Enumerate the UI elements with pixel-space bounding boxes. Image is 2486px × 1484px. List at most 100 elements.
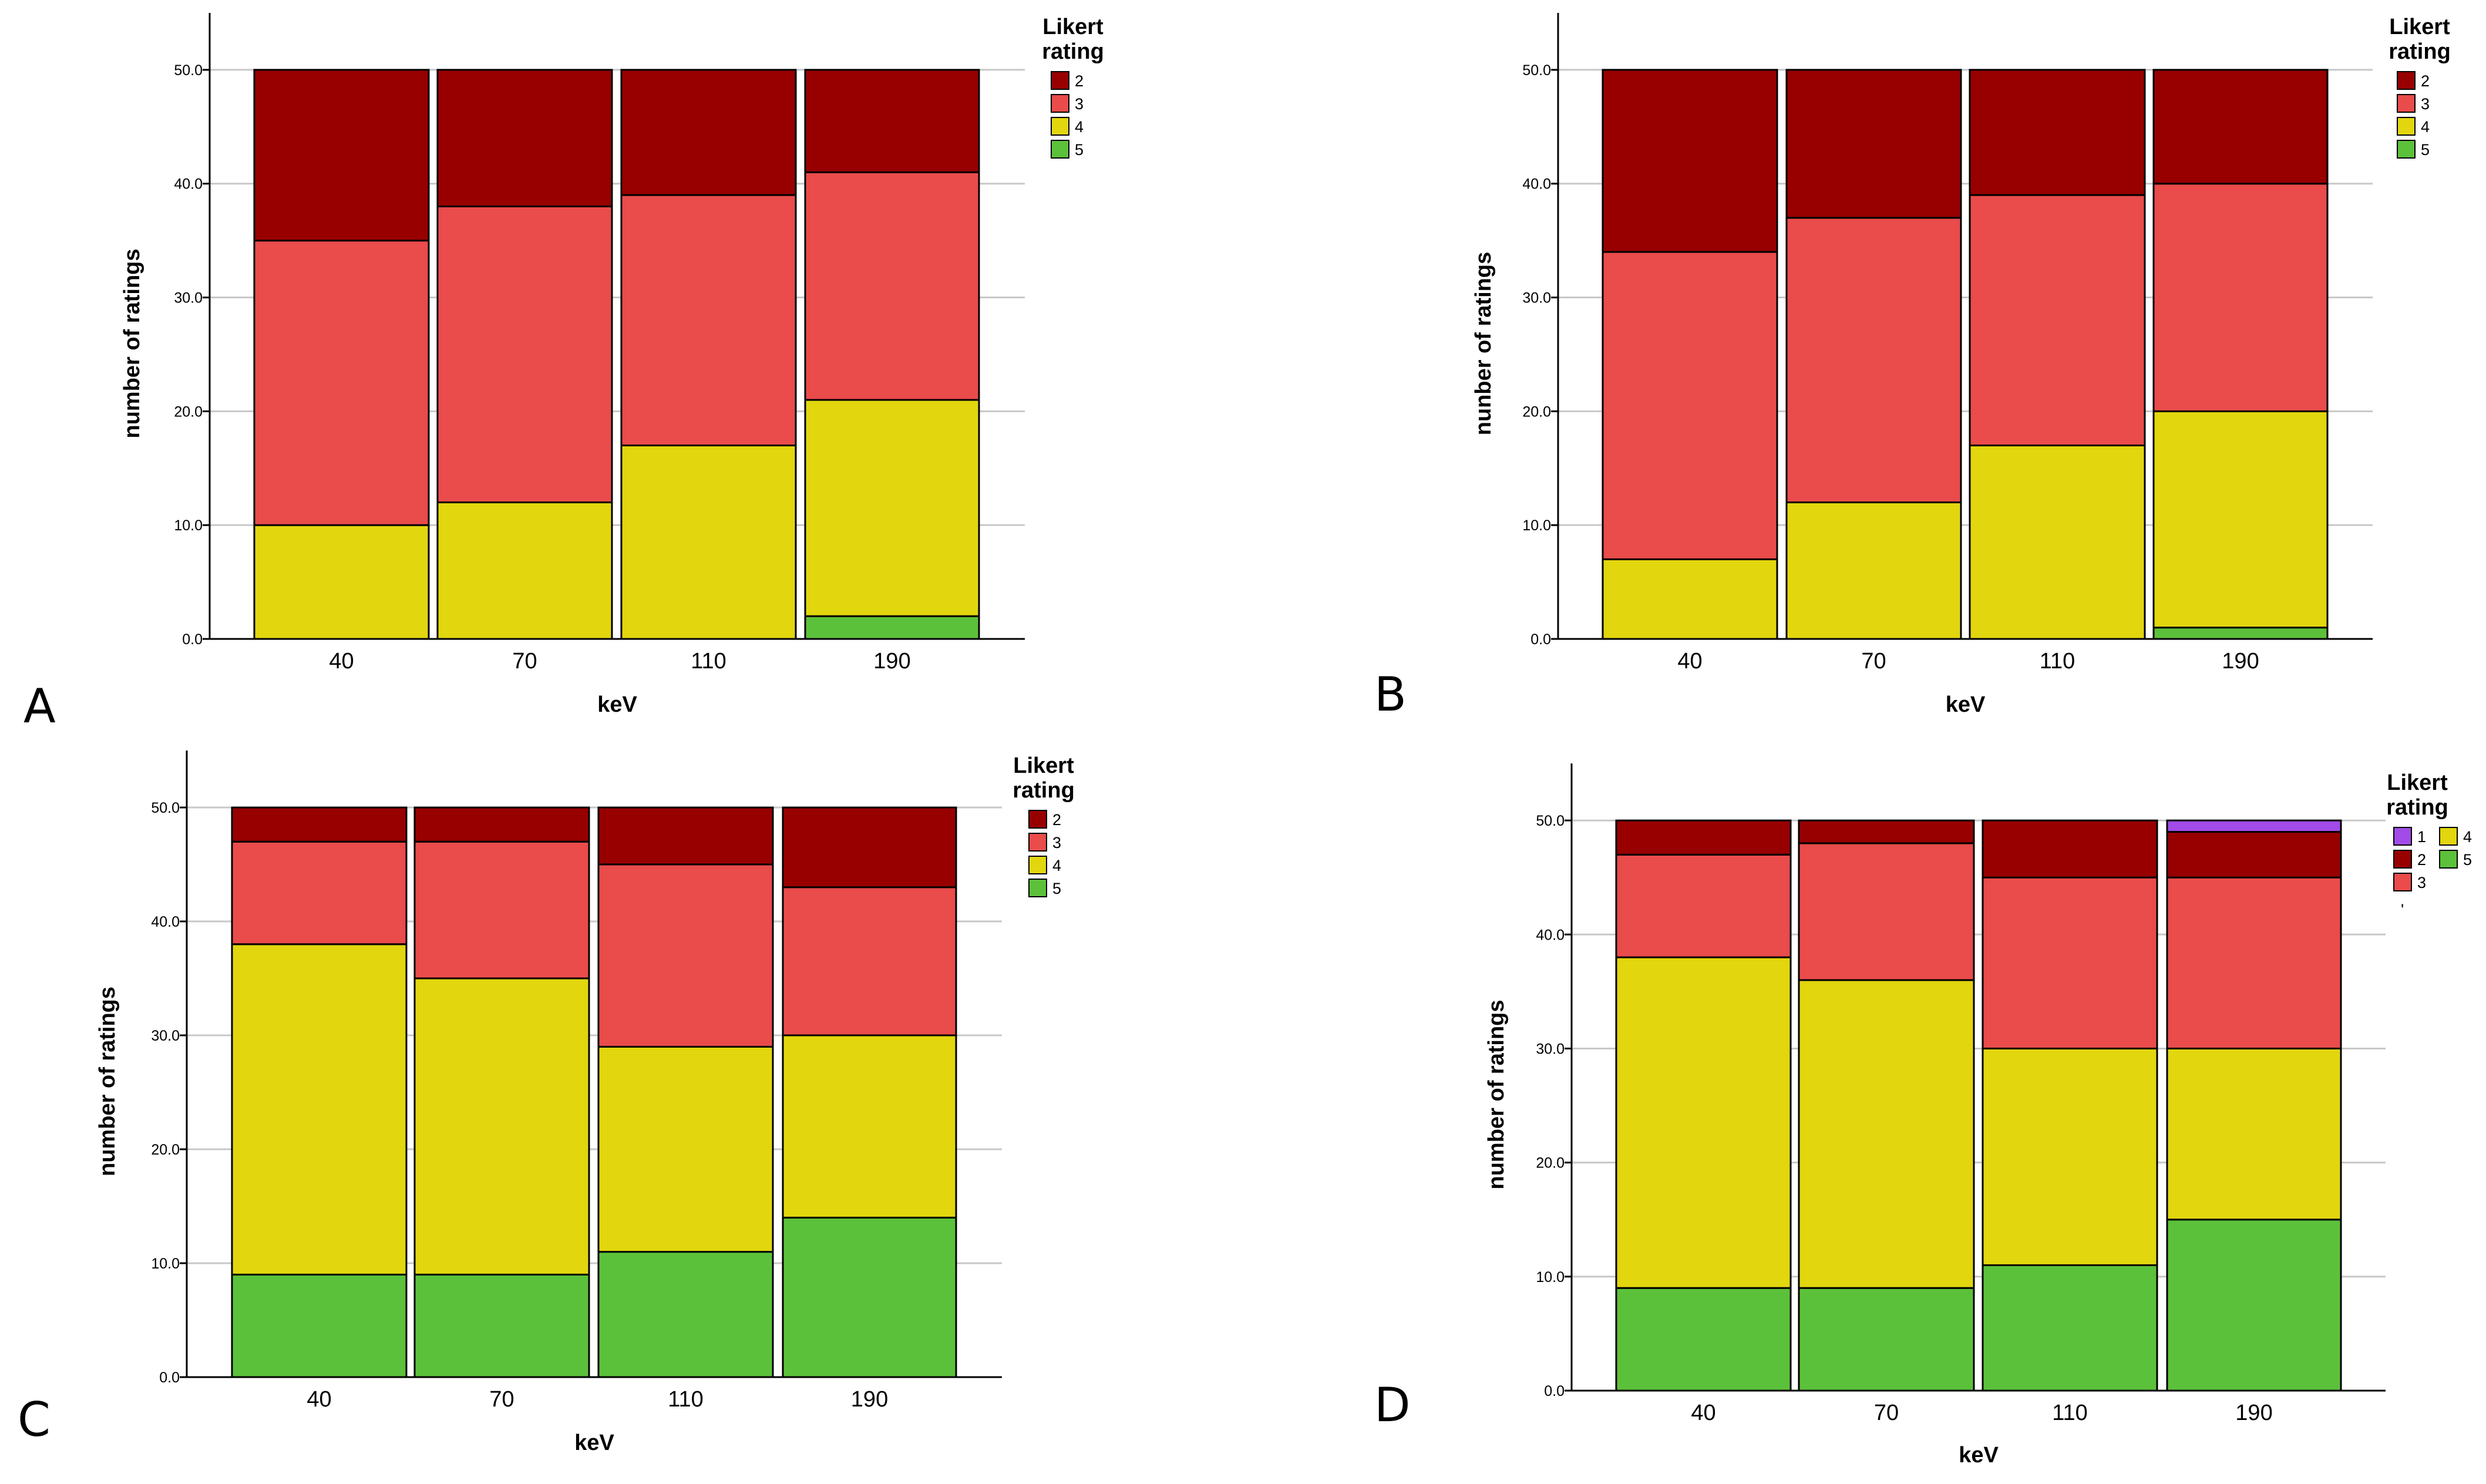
legend-swatch-5 xyxy=(2397,140,2416,159)
bar-segment-190-rating-2 xyxy=(804,69,980,173)
legend-title: Likert xyxy=(1013,753,1074,778)
legend-title: rating xyxy=(1012,778,1075,803)
legend-title: rating xyxy=(2389,39,2451,64)
bar-segment-70-rating-4 xyxy=(413,977,590,1276)
x-tick-label: 190 xyxy=(873,649,910,674)
bar-segment-70-rating-3 xyxy=(413,840,590,980)
y-tick-label: 10.0 xyxy=(174,517,203,534)
y-axis-title: nunber of ratings xyxy=(1471,252,1496,435)
legend-title: Likert xyxy=(2387,770,2448,795)
legend-swatch-5 xyxy=(1028,879,1047,897)
bar-segment-70-rating-3 xyxy=(436,205,613,503)
x-tick-label: 70 xyxy=(1861,649,1886,674)
bar-segment-190-rating-4 xyxy=(2166,1047,2342,1221)
x-tick-label: 110 xyxy=(668,1387,704,1412)
bar-segment-40-rating-2 xyxy=(1615,819,1792,856)
bar-segment-40-rating-3 xyxy=(1615,853,1792,958)
bar-segment-190-rating-5 xyxy=(804,615,980,640)
bar-segment-190-rating-2 xyxy=(2166,831,2342,879)
legend-label: 3 xyxy=(2421,95,2430,113)
legend-swatch-3 xyxy=(1028,833,1047,852)
bar-segment-110-rating-3 xyxy=(620,194,797,447)
y-tick-label: 30.0 xyxy=(1522,290,1551,307)
bar-segment-40-rating-3 xyxy=(1602,251,1778,560)
y-tick-label: 20.0 xyxy=(1536,1155,1565,1172)
legend-swatch-4 xyxy=(2439,827,2458,846)
bar-segment-40-rating-3 xyxy=(231,840,408,945)
x-tick-label: 70 xyxy=(1874,1401,1899,1425)
y-tick-label: 50.0 xyxy=(1522,62,1551,79)
legend-swatch-4 xyxy=(1051,117,1069,136)
legend-swatch-5 xyxy=(2439,850,2458,869)
bar-segment-40-rating-3 xyxy=(253,240,430,526)
legend-label: 4 xyxy=(2463,828,2472,846)
x-tick-label: 190 xyxy=(2235,1401,2272,1425)
bar-segment-190-rating-2 xyxy=(782,806,957,889)
legend-title: Likert xyxy=(1042,15,1104,39)
legend-title: rating xyxy=(2386,795,2448,820)
bar-segment-40-rating-4 xyxy=(231,943,408,1276)
x-tick-label: 70 xyxy=(489,1387,514,1412)
legend-label: 3 xyxy=(2417,874,2426,891)
y-tick-label: 10.0 xyxy=(1536,1269,1565,1286)
y-tick-label: 20.0 xyxy=(1522,403,1551,420)
bar-segment-110-rating-2 xyxy=(597,806,774,866)
x-axis-title: keV xyxy=(1946,692,1986,717)
y-axis-title: number of ratings xyxy=(1484,1000,1509,1189)
bar-segment-190-rating-3 xyxy=(804,171,980,401)
y-tick-label: 30.0 xyxy=(1536,1041,1565,1057)
x-tick-label: 110 xyxy=(2040,649,2075,674)
bar-segment-190-rating-1 xyxy=(2166,819,2342,833)
panel-label: C xyxy=(18,1392,51,1447)
chart-panel-b: 0.0 10.0 20.0 30.0 40.0 50.0 40 70 110 190 keV nunb… xyxy=(1374,13,2451,722)
bar-segment-110-rating-5 xyxy=(597,1251,774,1378)
bar-segment-70-rating-2 xyxy=(1785,69,1962,219)
bar-segment-70-rating-3 xyxy=(1798,842,1975,981)
x-axis-title: keV xyxy=(1959,1443,1999,1468)
bar-segment-40-rating-4 xyxy=(1602,558,1778,640)
legend-swatch-1 xyxy=(2393,827,2412,846)
y-axis-title: number of ratings xyxy=(120,248,144,438)
chart-panel-a: 0.0 10.0 20.0 30.0 40.0 50.0 40 70 110 190 keV numb… xyxy=(23,13,1104,733)
bar-segment-110-rating-2 xyxy=(620,69,797,196)
legend-label: 2 xyxy=(2421,72,2430,90)
y-tick-label: 30.0 xyxy=(151,1028,180,1044)
y-tick-label: 50.0 xyxy=(174,62,203,79)
bar-segment-70-rating-4 xyxy=(1798,979,1975,1289)
bar-segment-40-rating-4 xyxy=(253,524,430,640)
legend-stray-mark: ' xyxy=(2401,901,2404,918)
y-tick-label: 30.0 xyxy=(174,290,203,307)
y-tick-label: 40.0 xyxy=(1522,176,1551,193)
legend-label: 5 xyxy=(2463,851,2472,869)
y-tick-label: 0.0 xyxy=(182,631,203,648)
legend-swatch-2 xyxy=(2393,850,2412,869)
bar-segment-70-rating-4 xyxy=(1785,501,1962,640)
y-tick-label: 0.0 xyxy=(1544,1383,1565,1399)
bar-segment-190-rating-5 xyxy=(782,1216,957,1378)
legend-swatch-3 xyxy=(2397,94,2416,113)
bar-segment-190-rating-4 xyxy=(782,1034,957,1219)
bar-segment-110-rating-3 xyxy=(1982,876,2158,1049)
legend-label: 2 xyxy=(2417,851,2426,869)
bar-segment-40-rating-4 xyxy=(1615,956,1792,1289)
legend-label: 3 xyxy=(1075,95,1084,113)
legend-label: 5 xyxy=(1052,880,1061,897)
legend-swatch-4 xyxy=(2397,117,2416,136)
x-axis-title: keV xyxy=(597,692,637,717)
bar-segment-110-rating-4 xyxy=(1982,1047,2158,1266)
legend-swatch-3 xyxy=(1051,94,1069,113)
y-tick-label: 10.0 xyxy=(1522,517,1551,534)
bar-segment-40-rating-2 xyxy=(231,806,408,843)
bar-segment-190-rating-3 xyxy=(2152,183,2329,412)
y-tick-label: 50.0 xyxy=(151,800,180,816)
bar-segment-190-rating-5 xyxy=(2152,627,2329,640)
bar-segment-110-rating-5 xyxy=(1982,1264,2158,1392)
chart-panel-d: 0.0 10.0 20.0 30.0 40.0 50.0 40 70 110 190 keV numb… xyxy=(1374,763,2472,1468)
y-axis-title: number of ratings xyxy=(95,987,120,1176)
y-tick-label: 10.0 xyxy=(151,1256,180,1272)
chart-panel-c: 0.0 10.0 20.0 30.0 40.0 50.0 40 70 110 190 keV numb… xyxy=(18,751,1075,1455)
bar-segment-190-rating-3 xyxy=(782,886,957,1037)
